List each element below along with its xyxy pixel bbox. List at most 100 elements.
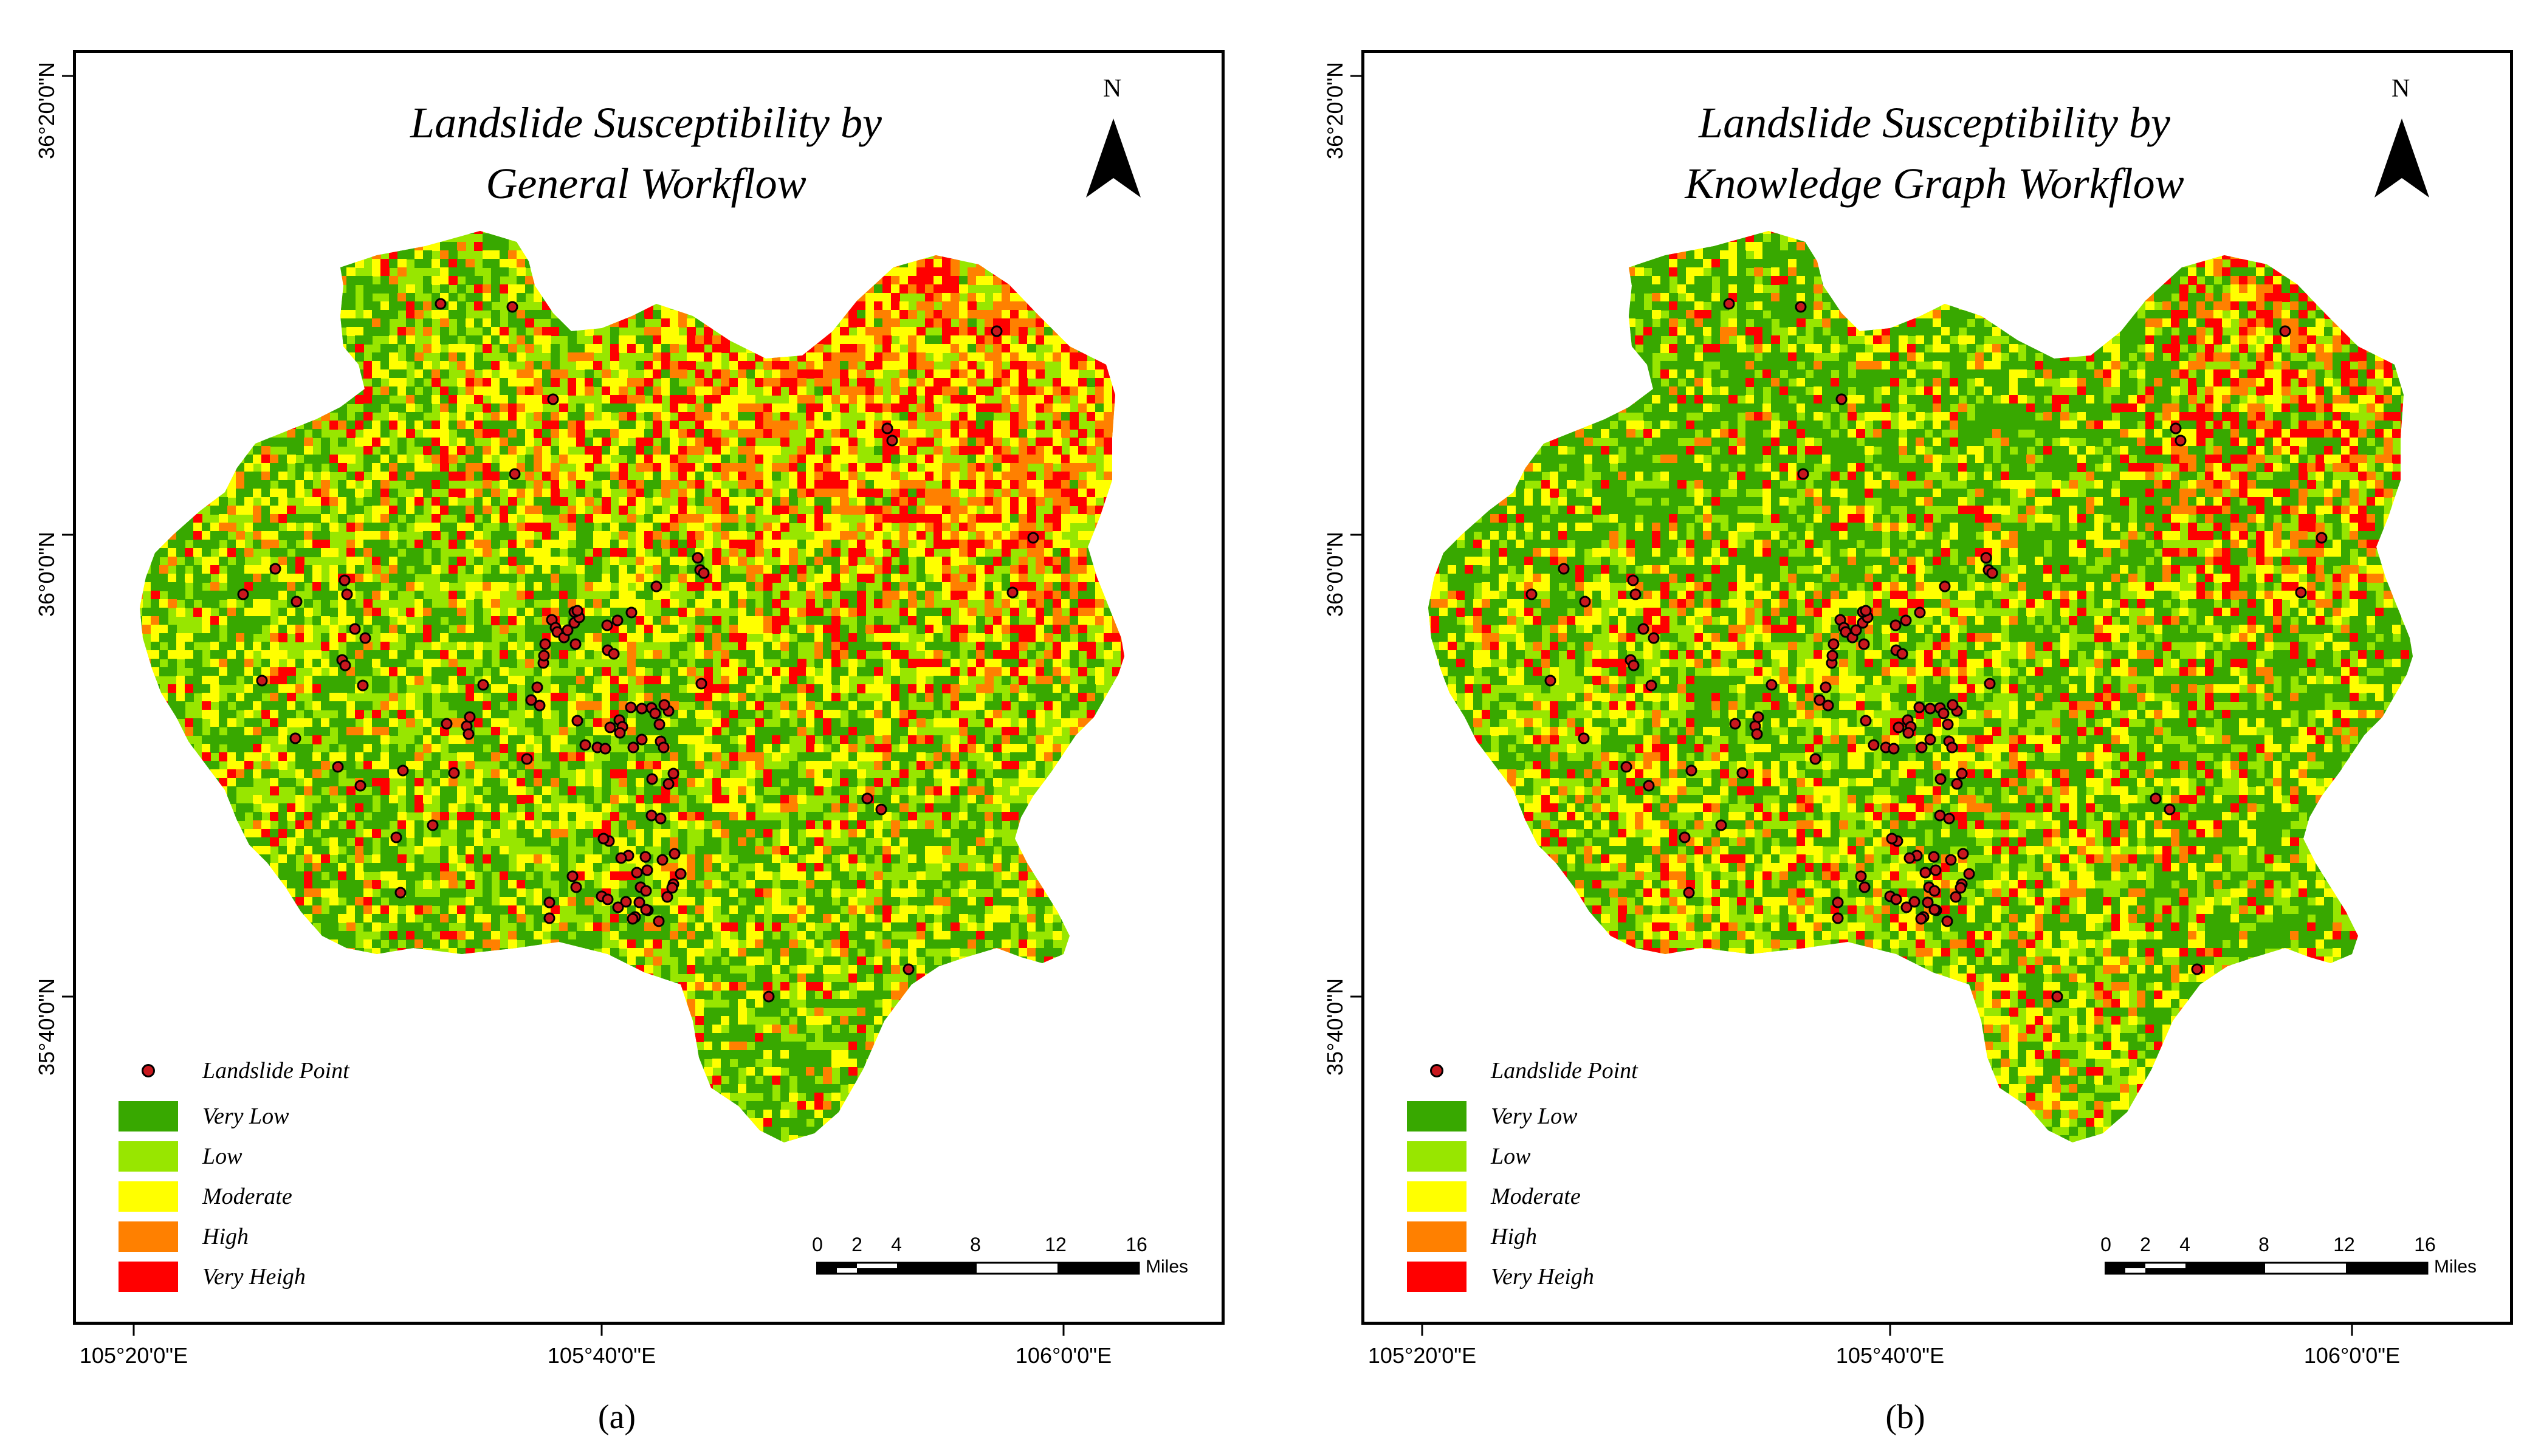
landslide-point	[1629, 588, 1642, 600]
legend-point-label-b: Landslide Point	[1491, 1058, 1638, 1083]
north-arrow-label-b: N	[2391, 75, 2410, 103]
landslide-point	[269, 563, 281, 575]
map-title-line1-b: Landslide Susceptibility by	[1699, 98, 2170, 147]
landslide-point	[571, 605, 583, 617]
landslide-point	[763, 991, 775, 1003]
landslide-point	[1928, 885, 1941, 897]
scale-tick-12: 12	[1045, 1234, 1067, 1255]
legend-row-moderate-b: Moderate	[1407, 1181, 1581, 1212]
panel-caption-a: (a)	[597, 1398, 636, 1436]
landslide-point	[2051, 991, 2063, 1003]
landslide-point	[639, 851, 652, 863]
landslide-point	[2279, 325, 2291, 337]
landslide-point	[631, 867, 643, 879]
legend-label-low: Low	[1491, 1144, 1531, 1169]
landslide-point	[1956, 767, 1968, 780]
landslide-point	[597, 833, 610, 845]
landslide-point	[614, 727, 626, 739]
landslide-point	[649, 707, 661, 719]
scale-unit-b: Miles	[2434, 1257, 2477, 1277]
landslide-point-icon	[142, 1064, 155, 1077]
lon-label-a-2: 105°40'0"E	[547, 1343, 656, 1368]
landslide-point	[509, 468, 521, 480]
landslide-point	[538, 650, 550, 662]
scale-tick-4: 4	[2179, 1234, 2190, 1255]
landslide-point	[1835, 393, 1848, 405]
landslide-point	[1855, 870, 1867, 882]
landslide-point	[1903, 852, 1916, 864]
legend-label-very-heigh: Very Heigh	[202, 1264, 306, 1289]
landslide-point	[1930, 864, 1942, 876]
landslide-point	[667, 767, 679, 780]
legend-swatch-moderate	[119, 1181, 178, 1212]
landslide-point	[1928, 904, 1941, 916]
legend-swatch-high	[1407, 1221, 1466, 1252]
landslide-point	[1916, 741, 1928, 754]
legend-point-label-a: Landslide Point	[202, 1058, 349, 1083]
landslide-point	[861, 792, 873, 805]
landslide-point	[1955, 882, 1967, 894]
landslide-point	[1886, 833, 1898, 845]
landslide-point	[435, 298, 447, 310]
landslide-point	[1938, 707, 1950, 719]
legend-row-low-a: Low	[119, 1141, 242, 1172]
legend-swatch-low	[1407, 1141, 1466, 1172]
scale-tick-16: 16	[2414, 1234, 2436, 1255]
legend-row-very-low-a: Very Low	[119, 1101, 289, 1131]
landslide-point	[570, 881, 582, 893]
map-title-line1-a: Landslide Susceptibility by	[410, 98, 882, 147]
legend-point-row-a: Landslide Point	[119, 1057, 349, 1084]
susceptibility-raster	[1428, 231, 2413, 1142]
landslide-point	[1628, 659, 1640, 671]
landslide-point	[1736, 767, 1748, 779]
landslide-point	[477, 679, 489, 691]
landslide-point	[397, 764, 409, 777]
landslide-point	[1928, 851, 1940, 863]
landslide-point	[1896, 648, 1908, 660]
lon-label-b-2: 105°40'0"E	[1835, 1343, 1945, 1368]
landslide-point	[341, 588, 353, 600]
landslide-point	[1941, 915, 1953, 927]
landslide-point	[1579, 596, 1591, 608]
landslide-point	[2164, 803, 2176, 816]
legend-swatch-high	[119, 1221, 178, 1252]
landslide-point	[566, 870, 579, 882]
landslide-point	[1957, 848, 1969, 860]
landslide-point	[653, 915, 665, 927]
landslide-point	[658, 741, 670, 754]
landslide-point	[441, 718, 453, 730]
landslide-point	[1620, 761, 1632, 773]
landslide-point	[1752, 711, 1764, 723]
legend-label-very-heigh: Very Heigh	[1491, 1264, 1594, 1289]
landslide-point	[599, 743, 611, 755]
landslide-point	[1942, 718, 1954, 730]
landslide-point	[1924, 733, 1936, 746]
map-title-a: Landslide Susceptibility by General Work…	[190, 92, 1102, 214]
landslide-point	[1648, 632, 1660, 644]
landslide-point	[1950, 891, 1962, 903]
landslide-point	[539, 638, 551, 650]
landslide-point	[620, 896, 632, 908]
landslide-point	[875, 803, 887, 816]
legend-label-very-low: Very Low	[202, 1104, 289, 1129]
scale-tick-8: 8	[2258, 1234, 2269, 1255]
landslide-point	[237, 588, 249, 600]
landslide-point	[291, 596, 303, 608]
landslide-point	[349, 623, 361, 635]
landslide-point	[1915, 913, 1927, 925]
landslide-point	[1578, 732, 1590, 744]
lon-label-b-3: 106°0'0"E	[2303, 1343, 2401, 1368]
landslide-point	[464, 711, 476, 723]
scale-tick-2: 2	[851, 1234, 862, 1255]
landslide-point	[1963, 868, 1975, 880]
legend-row-high-a: High	[119, 1221, 249, 1252]
landslide-point	[525, 694, 537, 706]
landslide-point	[695, 678, 707, 690]
landslide-point	[2316, 532, 2328, 544]
legend-label-moderate: Moderate	[1491, 1184, 1581, 1209]
landslide-point	[1908, 896, 1920, 908]
landslide-point	[655, 812, 667, 825]
landslide-point	[625, 701, 637, 713]
landslide-point	[2150, 792, 2162, 805]
